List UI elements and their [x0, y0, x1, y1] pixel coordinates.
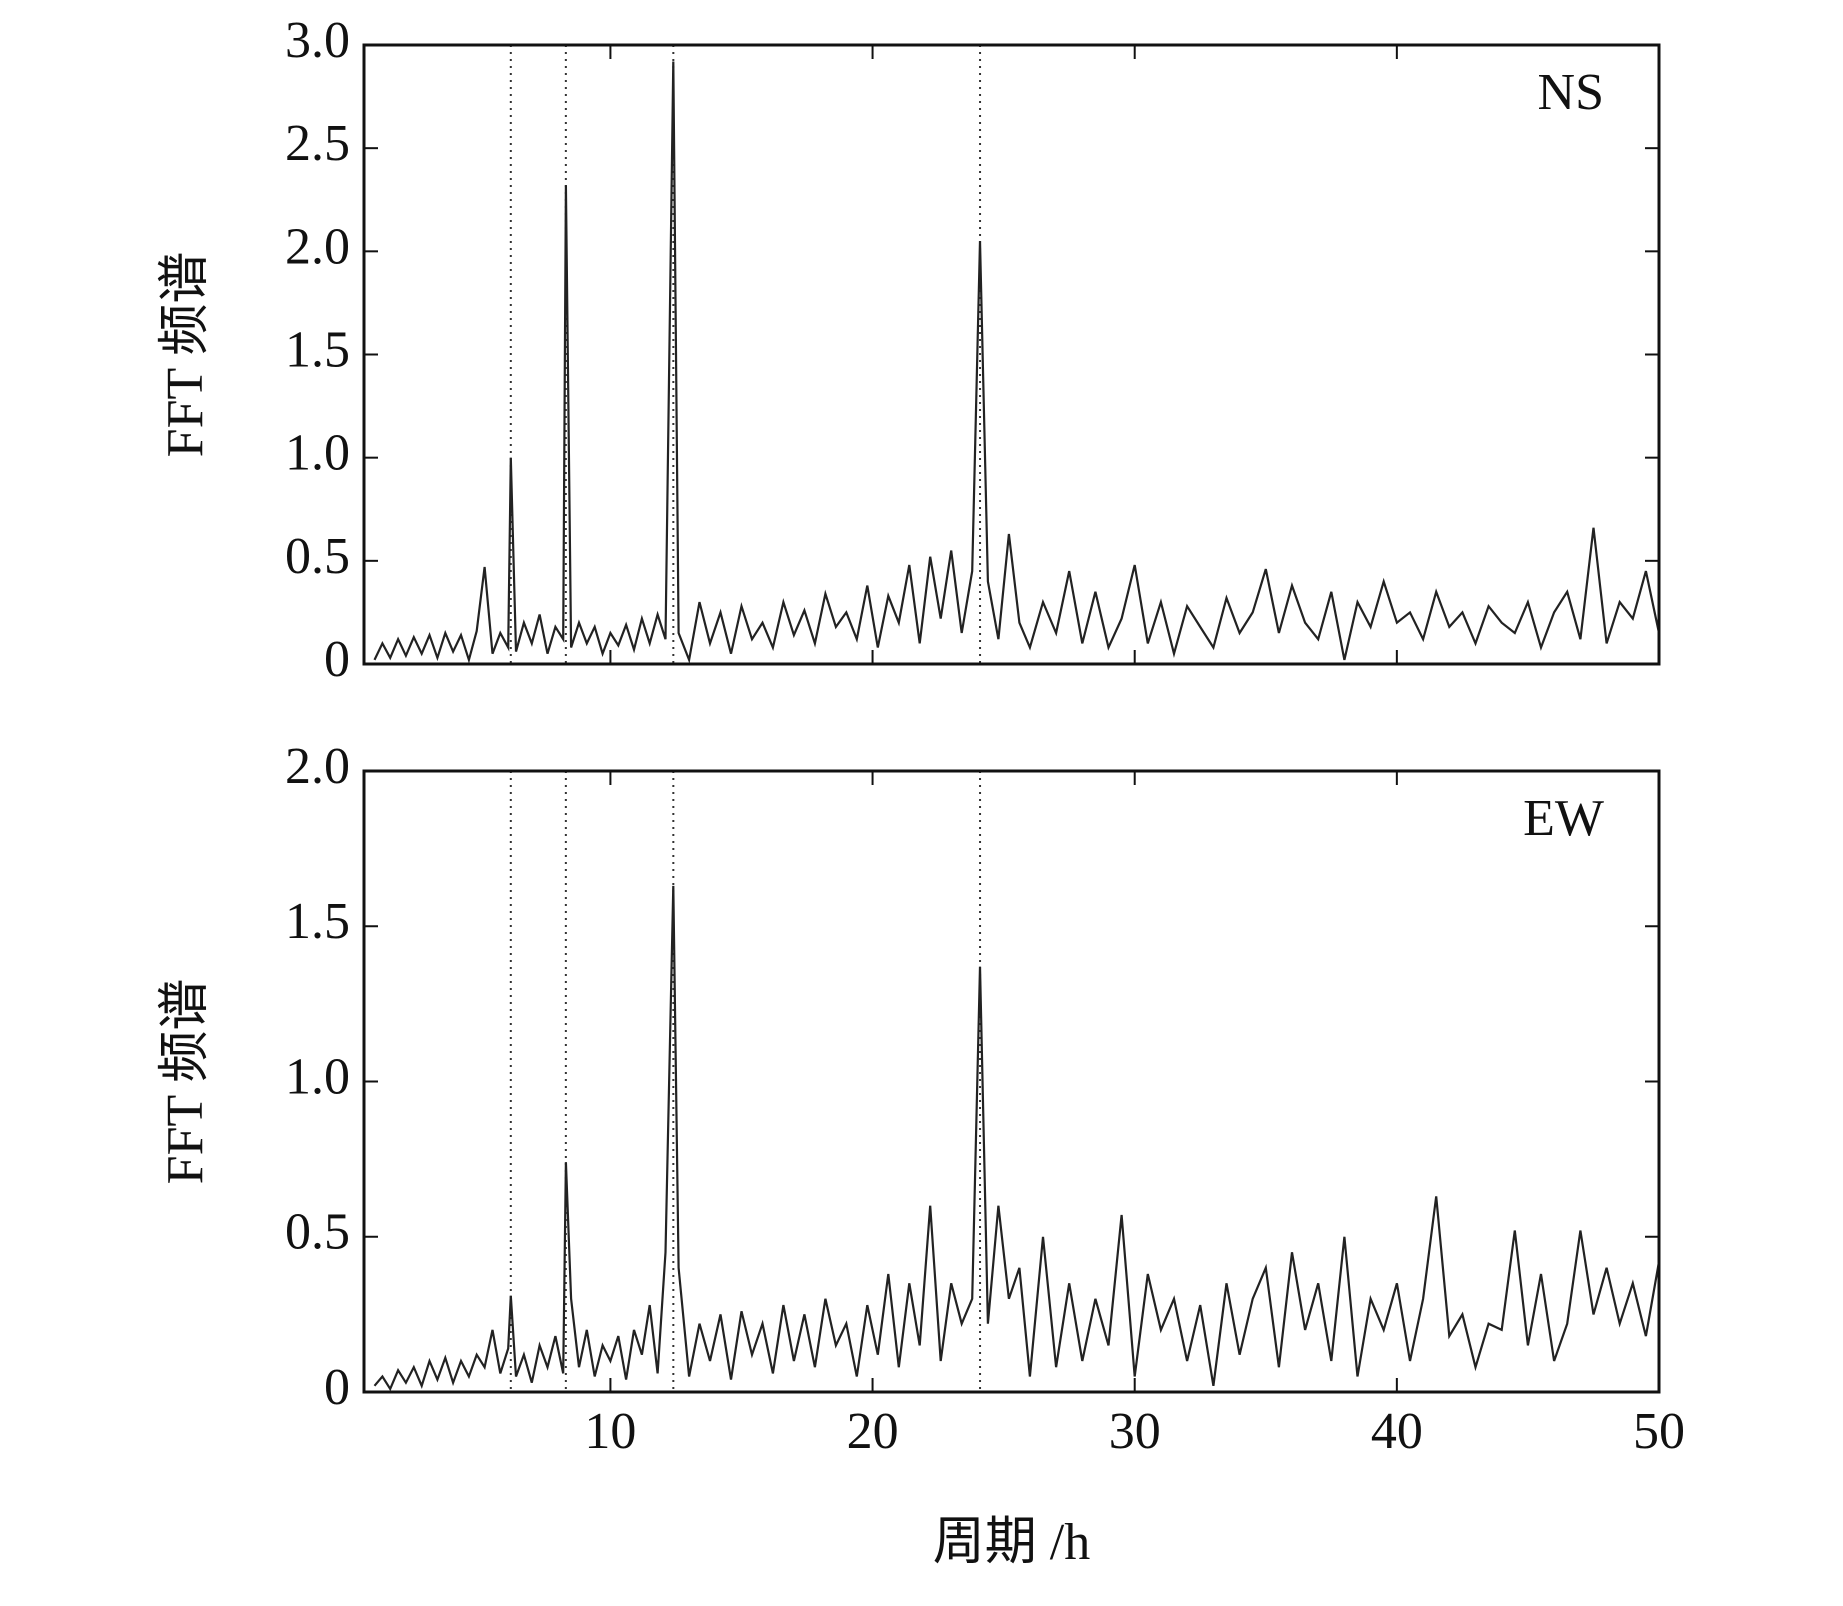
y-tick-label: 0 [324, 631, 350, 688]
y-tick-label: 1.5 [285, 321, 350, 378]
y-tick-label: 1.0 [285, 425, 350, 482]
panel-label: EW [1523, 790, 1604, 847]
data-line [373, 885, 1661, 1392]
y-tick-label: 1.0 [285, 1048, 350, 1105]
x-tick-label: 50 [1633, 1403, 1685, 1460]
data-line [373, 61, 1661, 664]
y-tick-label: 2.0 [285, 738, 350, 795]
x-axis-label: 周期 /h [933, 1514, 1090, 1571]
plot-frame [362, 769, 1661, 1394]
x-tick-label: 20 [847, 1403, 899, 1460]
panel-label: NS [1538, 64, 1604, 121]
y-tick-label: 0.5 [285, 1204, 350, 1261]
y-tick-label: 0.5 [285, 528, 350, 585]
x-tick-label: 30 [1109, 1403, 1161, 1460]
y-tick-label: 2.0 [285, 218, 350, 275]
x-tick-label: 40 [1371, 1403, 1423, 1460]
y-axis-label: FFT 频谱 [157, 979, 214, 1185]
y-tick-label: 2.5 [285, 115, 350, 172]
y-tick-label: 0 [324, 1359, 350, 1416]
y-axis-label: FFT 频谱 [157, 252, 214, 458]
plot-frame [362, 43, 1661, 666]
x-tick-label: 10 [584, 1403, 636, 1460]
y-tick-label: 1.5 [285, 893, 350, 950]
y-tick-label: 3.0 [285, 12, 350, 69]
